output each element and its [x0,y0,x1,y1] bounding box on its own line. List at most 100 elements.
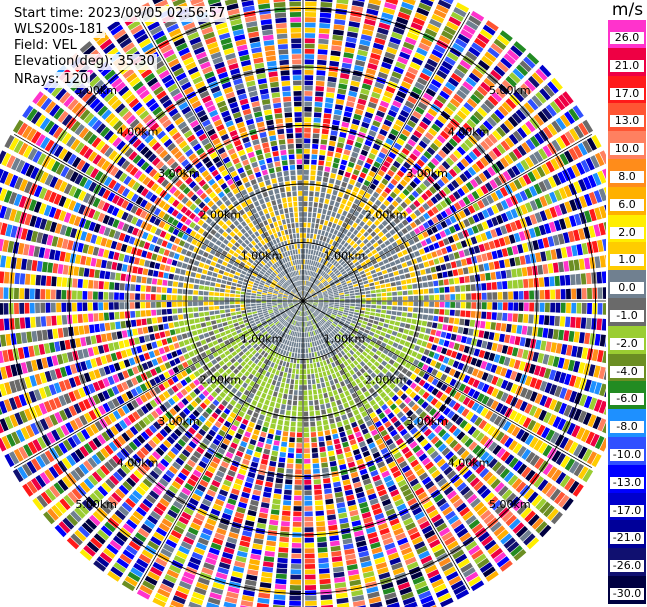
velocity-gate-cell [306,363,310,369]
velocity-gate-cell [96,507,108,519]
velocity-gate-cell [317,351,321,357]
velocity-gate-cell [210,366,217,373]
velocity-gate-cell [484,51,497,63]
velocity-gate-cell [292,405,297,411]
velocity-gate-cell [421,401,429,409]
velocity-gate-cell [399,351,406,358]
velocity-gate-cell [470,284,476,291]
velocity-gate-cell [509,335,516,345]
velocity-gate-cell [224,596,238,604]
velocity-gate-cell [391,200,399,208]
velocity-gate-cell [303,180,309,186]
velocity-gate-cell [334,152,342,159]
velocity-gate-cell [329,264,335,270]
velocity-gate-cell [400,512,412,521]
velocity-gate-cell [438,256,445,264]
velocity-gate-cell [308,196,314,202]
velocity-gate-cell [518,302,524,311]
velocity-gate-cell [346,237,352,244]
velocity-gate-cell [335,262,340,268]
velocity-gate-cell [377,27,389,35]
velocity-gate-cell [348,313,354,317]
velocity-gate-cell [397,251,404,258]
velocity-gate-cell [464,275,470,283]
velocity-gate-cell [271,504,281,510]
velocity-gate-cell [316,234,321,240]
velocity-gate-cell [534,212,543,223]
velocity-gate-cell [560,455,571,468]
velocity-gate-cell [306,353,309,359]
velocity-gate-cell [358,93,369,101]
velocity-gate-cell [471,42,484,53]
velocity-gate-cell [114,488,126,499]
velocity-gate-cell [308,201,313,207]
velocity-gate-cell [429,574,442,584]
velocity-gate-cell [290,330,293,336]
velocity-gate-cell [358,406,366,413]
velocity-gate-cell [255,424,262,431]
velocity-gate-cell [362,144,371,152]
velocity-gate-cell [447,325,453,332]
velocity-gate-cell [381,220,389,227]
velocity-gate-cell [202,438,211,446]
velocity-gate-cell [427,219,435,227]
velocity-gate-cell [440,462,450,472]
velocity-gate-cell [361,167,369,174]
velocity-gate-cell [330,273,336,278]
velocity-gate-cell [380,284,386,289]
velocity-gate-cell [300,348,303,354]
velocity-gate-cell [337,286,343,290]
velocity-gate-cell [178,516,190,525]
velocity-gate-cell [317,208,322,214]
velocity-gate-cell [311,373,315,379]
velocity-gate-cell [305,305,309,310]
velocity-gate-cell [330,466,338,472]
velocity-gate-cell [477,199,485,209]
velocity-gate-cell [333,329,338,334]
velocity-gate-cell [463,345,470,354]
velocity-gate-cell [355,306,360,310]
velocity-gate-cell [288,335,292,341]
velocity-gate-cell [324,102,333,109]
velocity-gate-cell [381,95,392,104]
velocity-gate-cell [308,302,313,304]
velocity-gate-cell [388,151,397,160]
velocity-gate-cell [304,143,311,149]
velocity-gate-cell [403,241,410,248]
velocity-gate-cell [328,318,334,323]
velocity-gate-cell [248,353,254,359]
velocity-gate-cell [77,503,90,515]
velocity-gate-cell [333,336,338,342]
velocity-gate-cell [335,3,348,10]
velocity-gate-cell [491,388,499,398]
velocity-gate-cell [372,178,380,186]
velocity-gate-cell [347,412,354,419]
velocity-gate-cell [310,164,317,170]
velocity-gate-cell [304,69,314,75]
velocity-gate-cell [295,374,299,380]
velocity-gate-cell [401,227,408,235]
velocity-gate-cell [502,312,508,321]
velocity-gate-cell [437,149,447,159]
velocity-gate-cell [272,604,285,607]
velocity-gate-cell [310,320,314,325]
velocity-gate-cell [326,188,332,194]
velocity-gate-cell [387,297,392,301]
velocity-gate-cell [393,527,404,536]
velocity-gate-cell [351,203,358,210]
velocity-gate-cell [356,401,363,408]
velocity-gate-cell [452,360,460,369]
velocity-gate-cell [431,225,438,234]
velocity-gate-cell [163,454,173,464]
velocity-gate-cell [319,149,326,156]
velocity-gate-cell [446,122,457,132]
velocity-gate-cell [339,277,345,282]
velocity-gate-cell [401,285,407,290]
velocity-gate-cell [512,90,525,103]
velocity-gate-cell [304,291,306,296]
velocity-gate-cell [381,327,388,333]
velocity-gate-cell [445,332,452,340]
velocity-gate-cell [399,415,408,423]
velocity-gate-cell [485,272,491,281]
velocity-gate-cell [431,322,438,329]
